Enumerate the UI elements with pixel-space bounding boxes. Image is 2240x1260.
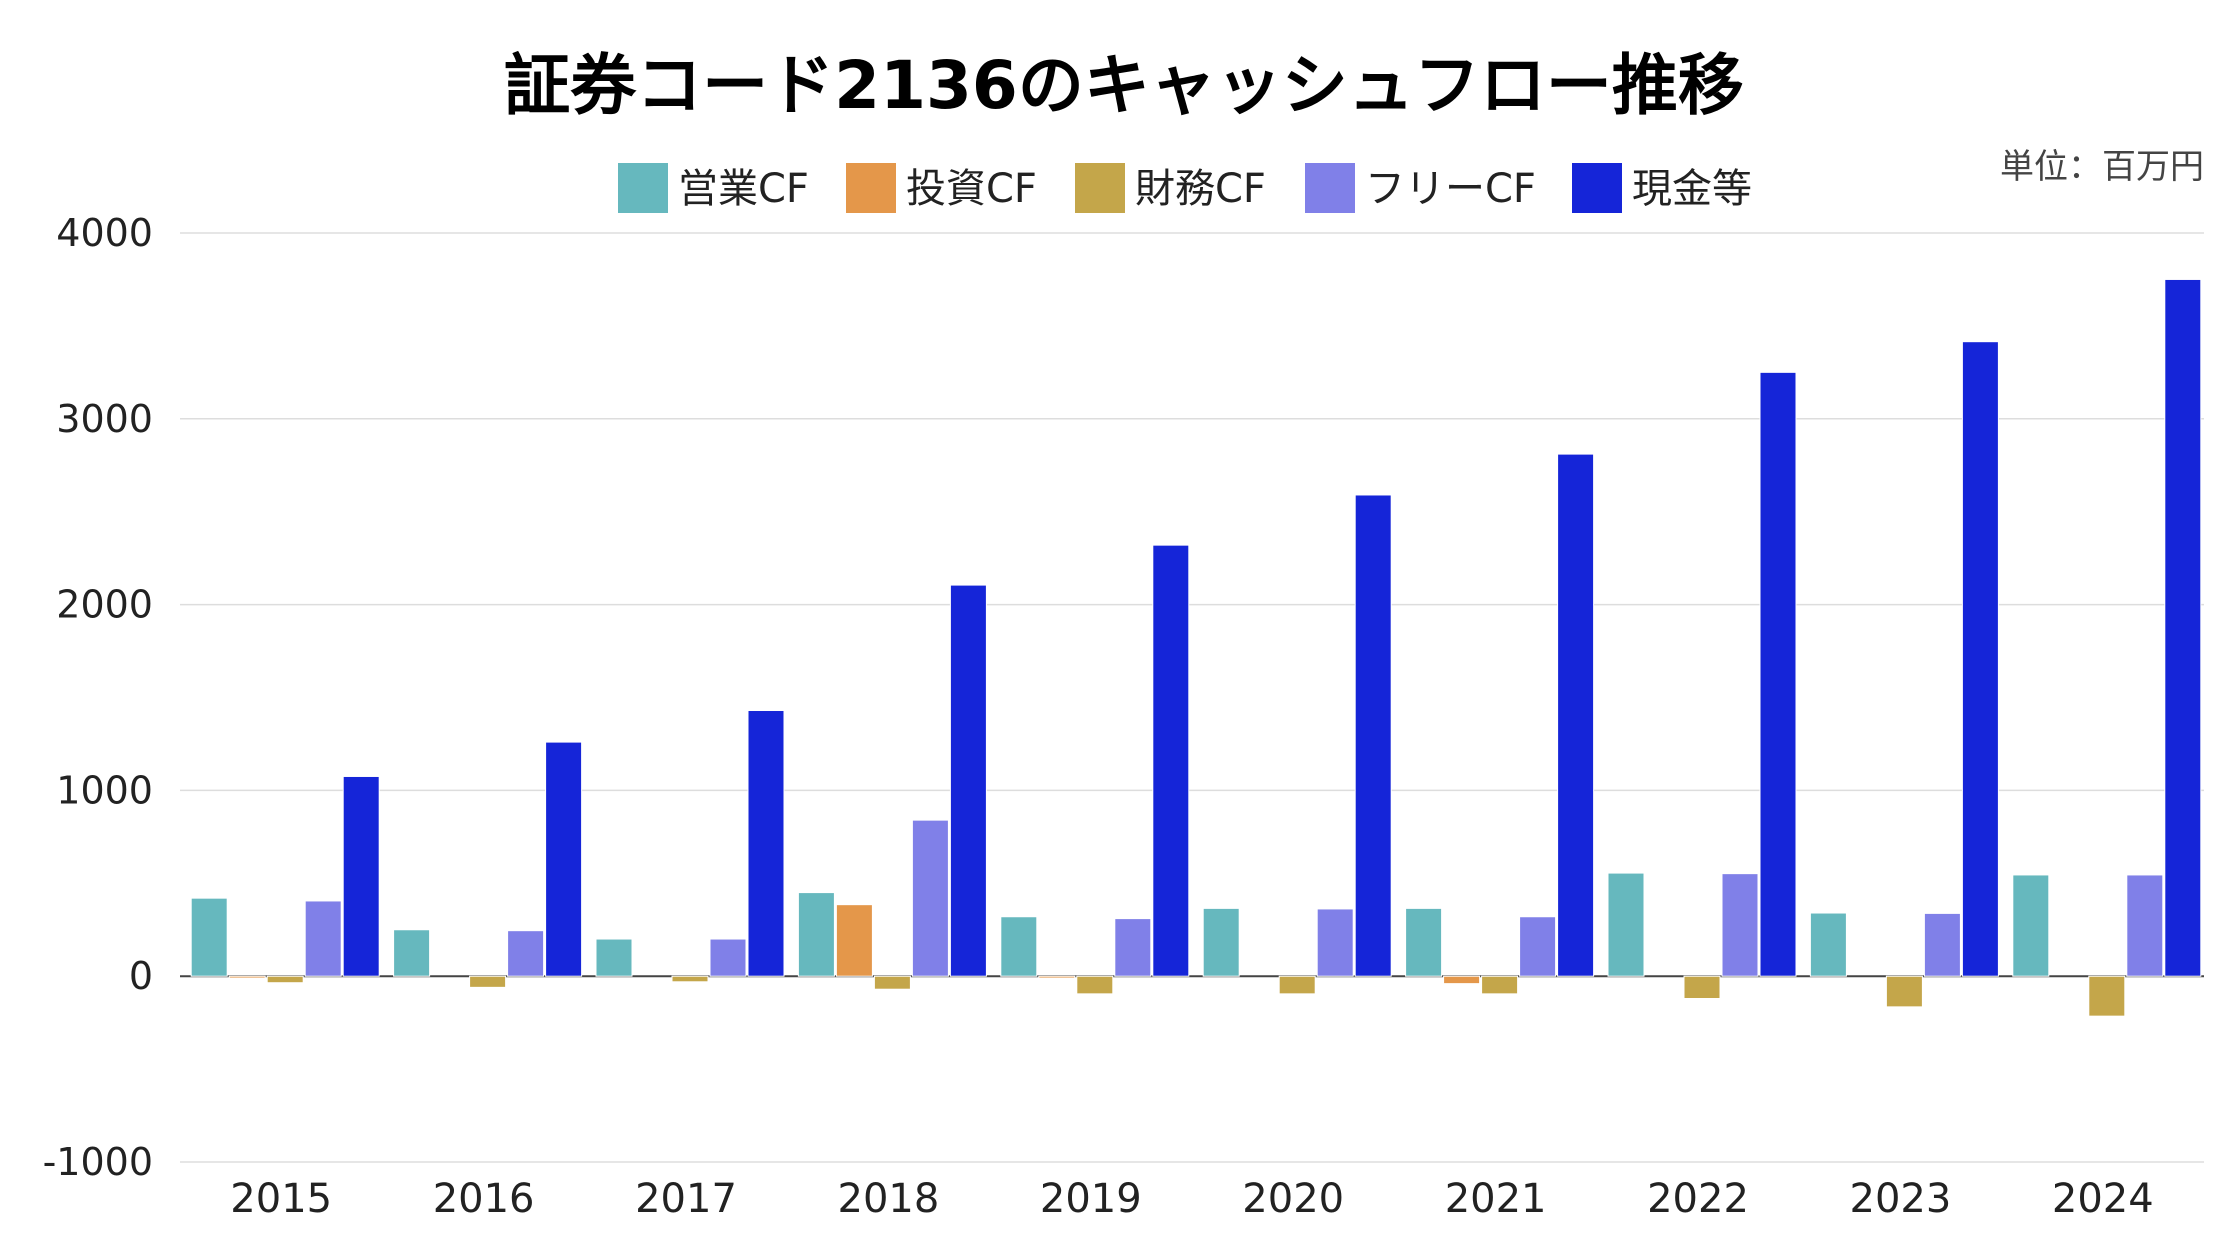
bar-2021-財務CF [1481,975,1519,995]
y-axis: 4000 3000 2000 1000 0 -1000 [43,211,153,1184]
bar-2019-営業CF [1000,916,1038,977]
bar-2022-フリーCF [1721,873,1759,977]
bar-2017-フリーCF [709,938,747,977]
bar-2023-営業CF [1809,912,1847,977]
bar-2015-営業CF [190,897,228,977]
x-tick-label: 2021 [1445,1176,1547,1222]
bar-2022-財務CF [1683,975,1721,999]
bar-2018-営業CF [797,892,835,977]
bar-2024-財務CF [2088,975,2126,1017]
bar-2023-財務CF [1885,975,1923,1008]
legend-swatch-営業CF [618,163,668,213]
legend-label: フリーCF [1365,166,1536,212]
bar-2018-投資CF [835,904,873,977]
unit-label: 単位：百万円 [2000,147,2204,187]
x-tick-label: 2016 [433,1176,535,1222]
bar-2016-営業CF [393,929,431,977]
bar-2024-フリーCF [2126,874,2164,977]
bar-2016-現金等 [545,741,583,977]
bar-2023-現金等 [1961,341,1999,977]
bar-2015-フリーCF [304,900,342,977]
x-tick-label: 2019 [1040,1176,1142,1222]
legend-swatch-フリーCF [1305,163,1355,213]
x-tick-label: 2022 [1647,1176,1749,1222]
x-tick-label: 2024 [2052,1176,2154,1222]
bar-2018-フリーCF [911,819,949,977]
bar-2023-フリーCF [1923,912,1961,977]
bar-2021-投資CF [1443,975,1481,985]
bar-2017-営業CF [595,938,633,977]
bar-2021-営業CF [1405,907,1443,977]
bar-2024-現金等 [2164,278,2202,977]
bar-2020-フリーCF [1316,908,1354,977]
bars [190,278,2202,1017]
x-tick-label: 2017 [635,1176,737,1222]
x-tick-label: 2015 [230,1176,332,1222]
y-tick-label: 0 [129,954,153,998]
legend-label: 財務CF [1135,166,1266,212]
legend: 営業CF 投資CF 財務CF フリーCF 現金等 [618,163,1752,213]
legend-label: 営業CF [678,166,809,212]
bar-2016-フリーCF [507,930,545,977]
x-tick-label: 2023 [1850,1176,1952,1222]
x-tick-label: 2020 [1242,1176,1344,1222]
bar-2015-投資CF [228,975,266,979]
y-tick-label: 1000 [56,768,153,812]
bar-2020-財務CF [1278,975,1316,995]
bar-2021-フリーCF [1519,916,1557,977]
y-tick-label: 4000 [56,211,153,255]
y-tick-label: 3000 [56,397,153,441]
legend-label: 投資CF [906,166,1037,212]
bar-2021-現金等 [1557,453,1595,977]
bar-2024-営業CF [2012,874,2050,977]
bar-2022-現金等 [1759,371,1797,977]
legend-swatch-現金等 [1572,163,1622,213]
legend-swatch-投資CF [846,163,896,213]
x-tick-label: 2018 [838,1176,940,1222]
y-tick-label: 2000 [56,583,153,627]
gridlines [180,232,2204,1163]
bar-2020-営業CF [1202,907,1240,977]
bar-2019-投資CF [1038,975,1076,979]
bar-2016-財務CF [469,975,507,988]
bar-2018-現金等 [949,584,987,977]
bar-2017-財務CF [671,975,709,983]
bar-2019-財務CF [1076,975,1114,995]
bar-2022-営業CF [1607,872,1645,977]
legend-label: 現金等 [1632,166,1752,212]
bar-2019-フリーCF [1114,918,1152,977]
x-axis: 2015 2016 2017 2018 2019 2020 2021 2022 2023 2024 [230,1176,2153,1222]
bar-2017-現金等 [747,710,785,977]
bar-2015-財務CF [266,975,304,984]
legend-swatch-財務CF [1075,163,1125,213]
bar-2020-現金等 [1354,494,1392,977]
bar-2018-財務CF [873,975,911,990]
bar-2019-現金等 [1152,544,1190,977]
bar-2015-現金等 [342,775,380,977]
chart-title: 証券コード2136のキャッシュフロー推移 [504,47,1744,124]
y-tick-label: -1000 [43,1140,153,1184]
